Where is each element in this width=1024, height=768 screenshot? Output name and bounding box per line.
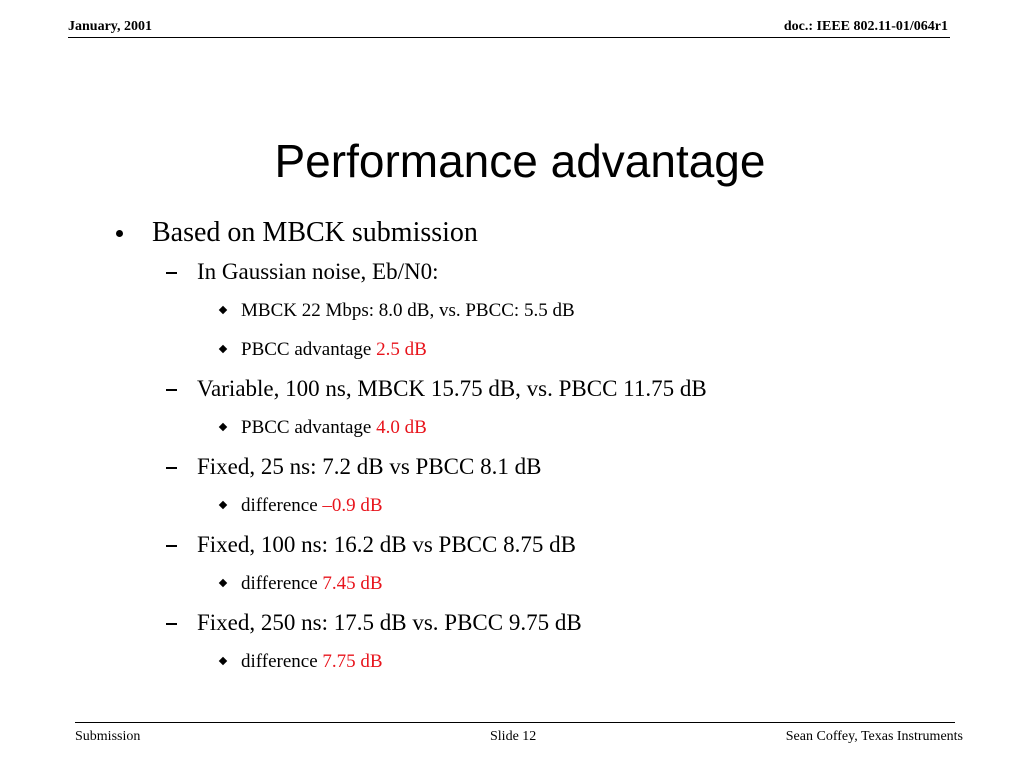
- bullet-marker: [218, 305, 228, 315]
- bullet-item: Variable, 100 ns, MBCK 15.75 dB, vs. PBC…: [0, 369, 707, 408]
- footer-center: Slide 12: [490, 729, 537, 744]
- bullet-text: difference: [241, 650, 318, 672]
- bullet-item: Fixed, 100 ns: 16.2 dB vs PBCC 8.75 dB: [0, 525, 707, 564]
- bullet-item: difference 7.45 dB: [0, 564, 707, 603]
- bullet-text: difference: [241, 494, 318, 516]
- bullet-marker: [218, 500, 228, 510]
- bullet-item: Based on MBCK submission: [0, 213, 707, 252]
- bullet-marker: [218, 344, 228, 354]
- bullet-item: Fixed, 25 ns: 7.2 dB vs PBCC 8.1 dB: [0, 447, 707, 486]
- bullet-text: Fixed, 250 ns: 17.5 dB vs. PBCC 9.75 dB: [197, 609, 582, 635]
- header-date: January, 2001: [68, 19, 153, 34]
- bullet-marker: [218, 422, 228, 432]
- bullet-item: In Gaussian noise, Eb/N0:: [0, 252, 707, 291]
- bullet-item: Fixed, 250 ns: 17.5 dB vs. PBCC 9.75 dB: [0, 603, 707, 642]
- bullet-text: difference: [241, 572, 318, 594]
- highlight-value: 7.75 dB: [322, 650, 383, 672]
- footer-left: Submission: [75, 729, 141, 744]
- bullet-list: Based on MBCK submission In Gaussian nois…: [0, 213, 707, 681]
- bullet-marker: [116, 230, 123, 237]
- bullet-text: Based on MBCK submission: [152, 216, 478, 248]
- bullet-marker: [166, 389, 177, 391]
- highlight-value: 4.0 dB: [376, 416, 427, 438]
- bullet-text: PBCC advantage: [241, 416, 372, 438]
- bullet-marker: [166, 272, 177, 274]
- bullet-text: MBCK 22 Mbps: 8.0 dB, vs. PBCC: 5.5 dB: [241, 299, 575, 321]
- bullet-text: PBCC advantage: [241, 338, 372, 360]
- header-doc: doc.: IEEE 802.11-01/064r1: [783, 19, 948, 34]
- footer-right: Sean Coffey, Texas Instruments: [785, 729, 963, 744]
- bullet-text: Fixed, 100 ns: 16.2 dB vs PBCC 8.75 dB: [197, 531, 576, 557]
- bullet-item: difference –0.9 dB: [0, 486, 707, 525]
- bullet-marker: [166, 623, 177, 625]
- slide-title: Performance advantage: [274, 135, 766, 187]
- bullet-marker: [218, 578, 228, 588]
- bullet-marker: [166, 545, 177, 547]
- bullet-marker: [166, 467, 177, 469]
- bullet-item: MBCK 22 Mbps: 8.0 dB, vs. PBCC: 5.5 dB: [0, 291, 707, 330]
- bullet-item: difference 7.75 dB: [0, 642, 707, 681]
- bullet-item: PBCC advantage 2.5 dB: [0, 330, 707, 369]
- highlight-value: 2.5 dB: [376, 338, 427, 360]
- bullet-text: Variable, 100 ns, MBCK 15.75 dB, vs. PBC…: [197, 375, 707, 401]
- bullet-item: PBCC advantage 4.0 dB: [0, 408, 707, 447]
- highlight-value: –0.9 dB: [322, 494, 383, 516]
- bullet-text: In Gaussian noise, Eb/N0:: [197, 258, 439, 284]
- footer-rule: [75, 722, 955, 723]
- header-rule: [68, 37, 950, 38]
- bullet-text: Fixed, 25 ns: 7.2 dB vs PBCC 8.1 dB: [197, 453, 542, 479]
- bullet-marker: [218, 656, 228, 666]
- highlight-value: 7.45 dB: [322, 572, 383, 594]
